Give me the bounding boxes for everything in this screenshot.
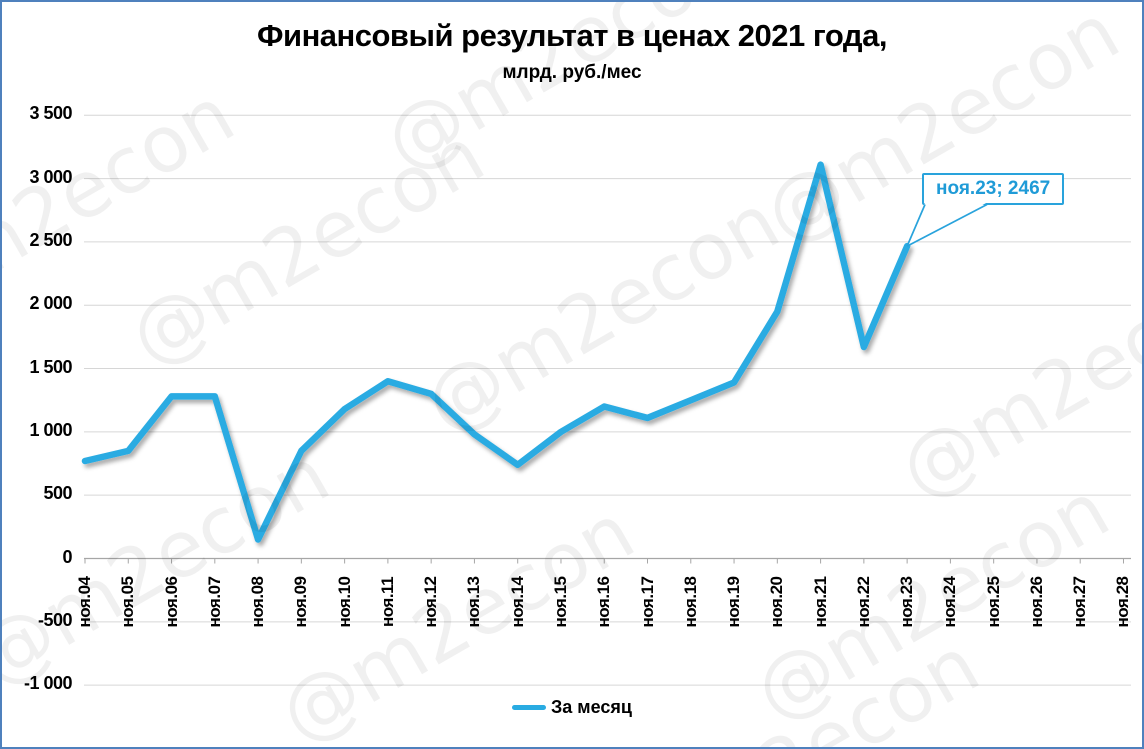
y-axis-tick-label: 2 500 <box>29 229 72 250</box>
x-axis-tick-label: ноя.06 <box>161 576 181 628</box>
data-label-callout: ноя.23; 2467 <box>922 173 1065 205</box>
x-axis-tick-label: ноя.24 <box>940 576 960 628</box>
x-axis-tick-label: ноя.05 <box>118 576 138 628</box>
x-axis-tick-label: ноя.12 <box>421 576 441 628</box>
x-axis-tick-label: ноя.08 <box>248 576 268 628</box>
series-line-za-mesyats <box>81 161 911 543</box>
x-axis-tick-label: ноя.25 <box>983 576 1003 628</box>
data-label-text: ноя.23; 2467 <box>936 178 1051 199</box>
x-axis-tick-label: ноя.20 <box>767 576 787 628</box>
x-axis-tick-label: ноя.10 <box>334 576 354 628</box>
y-axis-tick-label: 500 <box>43 483 72 504</box>
y-axis-tick-label: 3 500 <box>29 103 72 124</box>
x-axis-tick-label: ноя.21 <box>810 576 830 628</box>
chart-subtitle: млрд. руб./мес <box>502 62 642 83</box>
chart-title: Финансовый результат в ценах 2021 года, <box>257 18 887 53</box>
y-axis-tick-label: -1 000 <box>23 673 73 694</box>
y-axis-tick-label: 0 <box>62 546 72 567</box>
legend-line-swatch <box>512 705 547 710</box>
x-axis-tick-label: ноя.16 <box>594 576 614 628</box>
x-axis-tick-label: ноя.26 <box>1026 576 1046 628</box>
y-axis-tick-label: 1 000 <box>29 419 72 440</box>
x-axis-tick-label: ноя.13 <box>464 576 484 628</box>
x-axis-tick-label: ноя.18 <box>680 576 700 628</box>
legend: За месяц <box>2 697 1142 718</box>
x-axis-tick-label: ноя.15 <box>550 576 570 628</box>
y-axis-tick-label: 1 500 <box>29 356 72 377</box>
x-axis-tick-label: ноя.09 <box>291 576 311 628</box>
y-axis-tick-label: 2 000 <box>29 293 72 314</box>
x-axis-tick-label: ноя.19 <box>724 576 744 628</box>
x-axis-tick-label: ноя.04 <box>75 576 94 628</box>
x-axis-tick-label: ноя.28 <box>1113 576 1133 628</box>
series-group <box>81 161 911 543</box>
y-axis-tick-label: 3 000 <box>29 166 72 187</box>
legend-label: За месяц <box>551 697 632 717</box>
x-axis-tick-label: ноя.11 <box>377 576 397 628</box>
x-axis-tick-label: ноя.23 <box>897 576 917 628</box>
x-axis-tick-label: ноя.17 <box>637 576 657 628</box>
x-axis-tick-label: ноя.14 <box>507 576 527 628</box>
gridlines <box>84 114 1131 686</box>
x-axis-tick-label: ноя.22 <box>853 576 873 628</box>
x-axis-tick-label: ноя.07 <box>204 576 224 628</box>
x-axis-tick-label: ноя.27 <box>1070 576 1090 628</box>
y-axis-tick-label: -500 <box>37 609 73 630</box>
axis-tick-marks <box>84 558 1124 564</box>
